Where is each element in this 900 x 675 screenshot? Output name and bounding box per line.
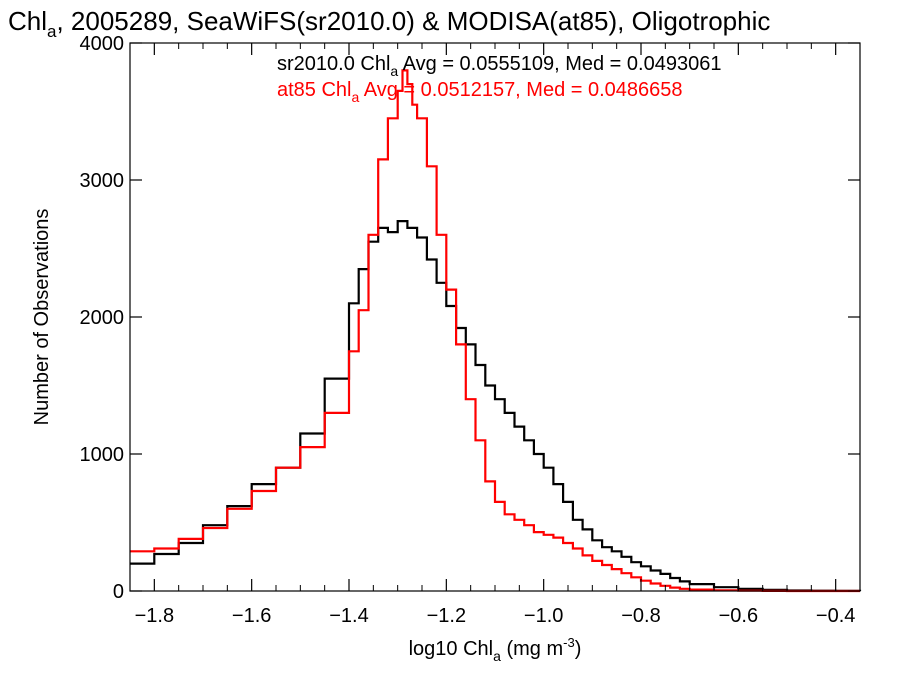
- x-tick-label: −1.6: [232, 605, 271, 627]
- y-axis-label: Number of Observations: [31, 209, 53, 426]
- series-line-sr2010: [130, 220, 862, 592]
- x-tick-label: −1.0: [524, 605, 563, 627]
- stats-line-at85: at85 Chla Avg = 0.0512157, Med = 0.04866…: [277, 79, 683, 105]
- chart-title: Chla, 2005289, SeaWiFS(sr2010.0) & MODIS…: [8, 6, 770, 41]
- x-tick-label: −1.2: [427, 605, 466, 627]
- y-tick-label: 1000: [80, 444, 125, 466]
- x-tick-label: −0.6: [719, 605, 758, 627]
- stats-line-sr2010: sr2010.0 Chla Avg = 0.0555109, Med = 0.0…: [277, 53, 721, 79]
- series-line-at85: [130, 69, 860, 593]
- x-tick-label: −0.4: [816, 605, 855, 627]
- x-tick-label: −1.4: [329, 605, 368, 627]
- x-tick-label: −0.8: [621, 605, 660, 627]
- y-tick-label: 3000: [80, 170, 125, 192]
- y-tick-label: 4000: [80, 33, 125, 55]
- y-tick-label: 2000: [80, 307, 125, 329]
- y-tick-label: 0: [113, 581, 124, 603]
- x-axis-label: log10 Chla (mg m-3): [409, 635, 582, 664]
- x-tick-label: −1.8: [135, 605, 174, 627]
